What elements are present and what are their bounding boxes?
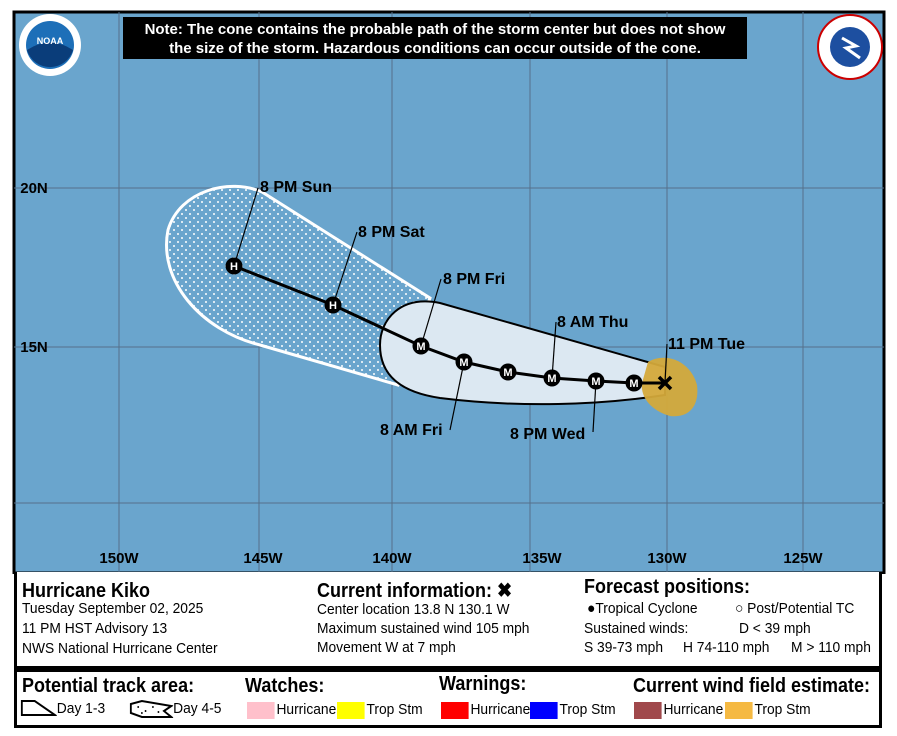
forecast-title: Forecast positions: — [584, 576, 751, 598]
sustained-winds-label: Sustained winds: — [584, 620, 689, 637]
forecast-map: M M M M M M H H 11 PM Tue 8 PM Wed 8 AM Thu 8 A… — [12, 10, 886, 574]
post-potential-legend: ○ Post/Potential TC — [735, 600, 855, 617]
day-4-5-legend: Day 4-5 — [129, 699, 221, 719]
current-position-x-icon — [657, 375, 673, 391]
note-line-1: Note: The cone contains the probable pat… — [145, 21, 726, 38]
label-8pm-sat: 8 PM Sat — [358, 224, 425, 241]
lon-label: 135W — [522, 550, 562, 567]
current-info-title: Current information: ✖ — [317, 578, 512, 603]
svg-text:M: M — [503, 367, 512, 379]
warnings-title: Warnings: — [439, 673, 527, 695]
current-info-label: Current information: — [317, 580, 492, 602]
tropical-cyclone-legend: ●Tropical Cyclone — [587, 600, 698, 617]
label-8am-fri: 8 AM Fri — [380, 422, 443, 439]
forecast-point: M — [587, 372, 605, 390]
label-8am-thu: 8 AM Thu — [557, 314, 628, 331]
svg-text:NOAA: NOAA — [37, 36, 64, 46]
label-leaders — [233, 187, 668, 433]
watches-title: Watches: — [245, 675, 325, 697]
label-11pm-tue: 11 PM Tue — [668, 336, 745, 353]
svg-text:H: H — [329, 300, 337, 312]
svg-text:M: M — [459, 357, 468, 369]
note-box — [123, 17, 747, 59]
dotted-cone-icon — [129, 699, 175, 718]
noaa-logo: NOAA — [19, 14, 81, 76]
swatch — [247, 701, 275, 719]
wind-s: S 39-73 mph — [584, 639, 664, 656]
forecast-point: M — [412, 337, 430, 355]
swatch — [634, 701, 662, 719]
label-8pm-fri: 8 PM Fri — [443, 271, 505, 288]
svg-text:M: M — [629, 378, 638, 390]
hurricane-warning-legend: Hurricane — [441, 701, 530, 719]
wind-field-title: Current wind field estimate: — [633, 675, 871, 697]
lon-label: 145W — [243, 550, 283, 567]
wind-d: D < 39 mph — [739, 620, 811, 637]
wind-m: M > 110 mph — [791, 639, 871, 656]
max-wind: Maximum sustained wind 105 mph — [317, 620, 530, 637]
open-circle-icon: ○ — [735, 600, 744, 617]
lon-label: 150W — [99, 550, 139, 567]
cone-day-4-5 — [165, 184, 432, 387]
advisory-date: Tuesday September 02, 2025 — [22, 600, 204, 617]
swatch — [441, 701, 469, 719]
grid — [14, 12, 884, 572]
swatch — [337, 701, 365, 719]
issuing-center: NWS National Hurricane Center — [22, 640, 218, 657]
forecast-point: M — [455, 353, 473, 371]
svg-text:M: M — [591, 376, 600, 388]
legend-panel: Potential track area: Day 1-3 Day 4-5 Wa… — [14, 669, 882, 728]
note-line-2: the size of the storm. Hazardous conditi… — [169, 40, 701, 57]
trop-storm-watch-legend: Trop Stm — [337, 701, 423, 719]
ocean — [12, 10, 886, 574]
lon-label: 140W — [372, 550, 412, 567]
forecast-point: M — [499, 363, 517, 381]
forecast-point: H — [225, 257, 243, 275]
movement: Movement W at 7 mph — [317, 639, 456, 656]
forecast-point: M — [625, 374, 643, 392]
forecast-point: H — [324, 296, 342, 314]
wind-h: H 74-110 mph — [683, 639, 770, 656]
forecast-point: M — [543, 369, 561, 387]
storm-name: Hurricane Kiko — [22, 580, 151, 602]
info-panel: Hurricane Kiko Tuesday September 02, 202… — [14, 572, 882, 669]
swatch — [725, 701, 753, 719]
trop-storm-wind-legend: Trop Stm — [725, 701, 811, 719]
hurricane-watch-legend: Hurricane — [247, 701, 336, 719]
filled-circle-icon: ● — [587, 600, 596, 617]
x-icon: ✖ — [497, 580, 513, 602]
swatch — [530, 701, 558, 719]
lon-label: 130W — [647, 550, 687, 567]
cone-outline-icon — [20, 700, 59, 716]
svg-text:H: H — [230, 261, 238, 273]
lat-label: 20N — [20, 180, 48, 197]
day-1-3-legend: Day 1-3 — [20, 699, 105, 719]
label-8pm-wed: 8 PM Wed — [510, 426, 585, 443]
trop-storm-warning-legend: Trop Stm — [530, 701, 616, 719]
center-location: Center location 13.8 N 130.1 W — [317, 601, 510, 618]
label-8pm-sun: 8 PM Sun — [260, 179, 332, 196]
lon-label: 125W — [783, 550, 823, 567]
advisory-number: 11 PM HST Advisory 13 — [22, 620, 168, 637]
track-area-title: Potential track area: — [22, 675, 195, 697]
svg-text:M: M — [416, 341, 425, 353]
nws-logo — [817, 14, 883, 80]
svg-text:M: M — [547, 373, 556, 385]
lat-label: 15N — [20, 339, 48, 356]
hurricane-wind-legend: Hurricane — [634, 701, 723, 719]
